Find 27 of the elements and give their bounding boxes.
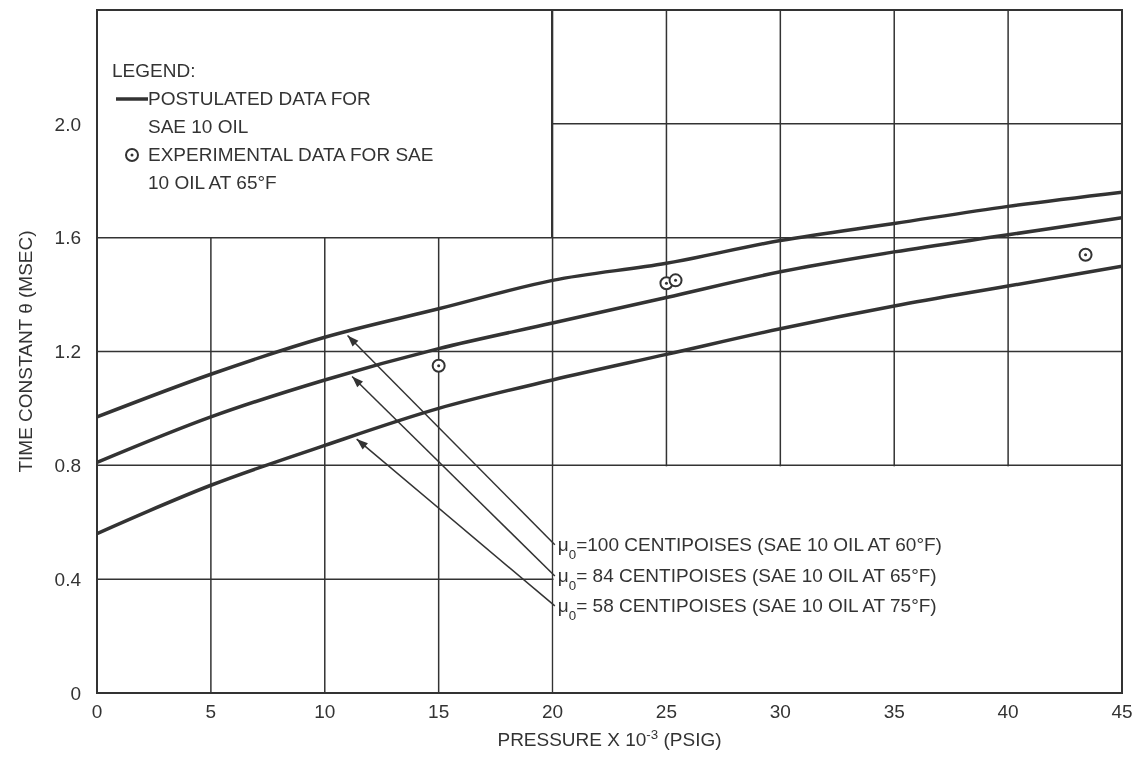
y-axis-title: TIME CONSTANT θ (MSEC)	[15, 230, 36, 473]
x-tick-label: 45	[1111, 701, 1133, 723]
point	[668, 273, 683, 288]
y-tick-label: 1.6	[54, 227, 81, 249]
legend-title: LEGEND:	[112, 59, 197, 83]
y-tick-label: 0.4	[54, 568, 82, 590]
point	[431, 358, 446, 373]
annotation: POSTULATED DATA FOR SAE 10 OIL	[148, 87, 372, 139]
x-tick-label: 5	[205, 701, 217, 723]
x-tick-label: 35	[883, 701, 905, 723]
text: μ$_{0}$=100 CENTIPOISES (SAE 10 OIL AT 60°F)	[557, 533, 942, 562]
text: μ$_{0}$= 58 CENTIPOISES (SAE 10 OIL AT 75°F)	[557, 594, 937, 623]
x-tick-label: 15	[428, 701, 450, 723]
legend-label: EXPERIMENTAL DATA FOR SAE 10 OIL AT 65°F	[148, 143, 435, 195]
y-tick-label: 0	[70, 682, 81, 704]
x-axis-title: PRESSURE X 10$^{-3}$ (PSIG)	[497, 726, 722, 750]
x-tick-label: 20	[541, 701, 564, 723]
text: μ$_{0}$= 84 CENTIPOISES (SAE 10 OIL AT 65°F)	[557, 565, 937, 593]
y-tick-label: 2.0	[54, 113, 81, 135]
x-tick-label: 0	[91, 701, 103, 723]
y-tick-label: 0.8	[54, 455, 81, 477]
x-tick-label: 30	[769, 701, 791, 723]
x-tick-label: 25	[655, 701, 678, 723]
y-tick-label: 1.2	[54, 341, 81, 363]
point	[1078, 247, 1093, 262]
x-tick-label: 10	[314, 701, 336, 723]
x-tick-label: 40	[997, 701, 1019, 723]
